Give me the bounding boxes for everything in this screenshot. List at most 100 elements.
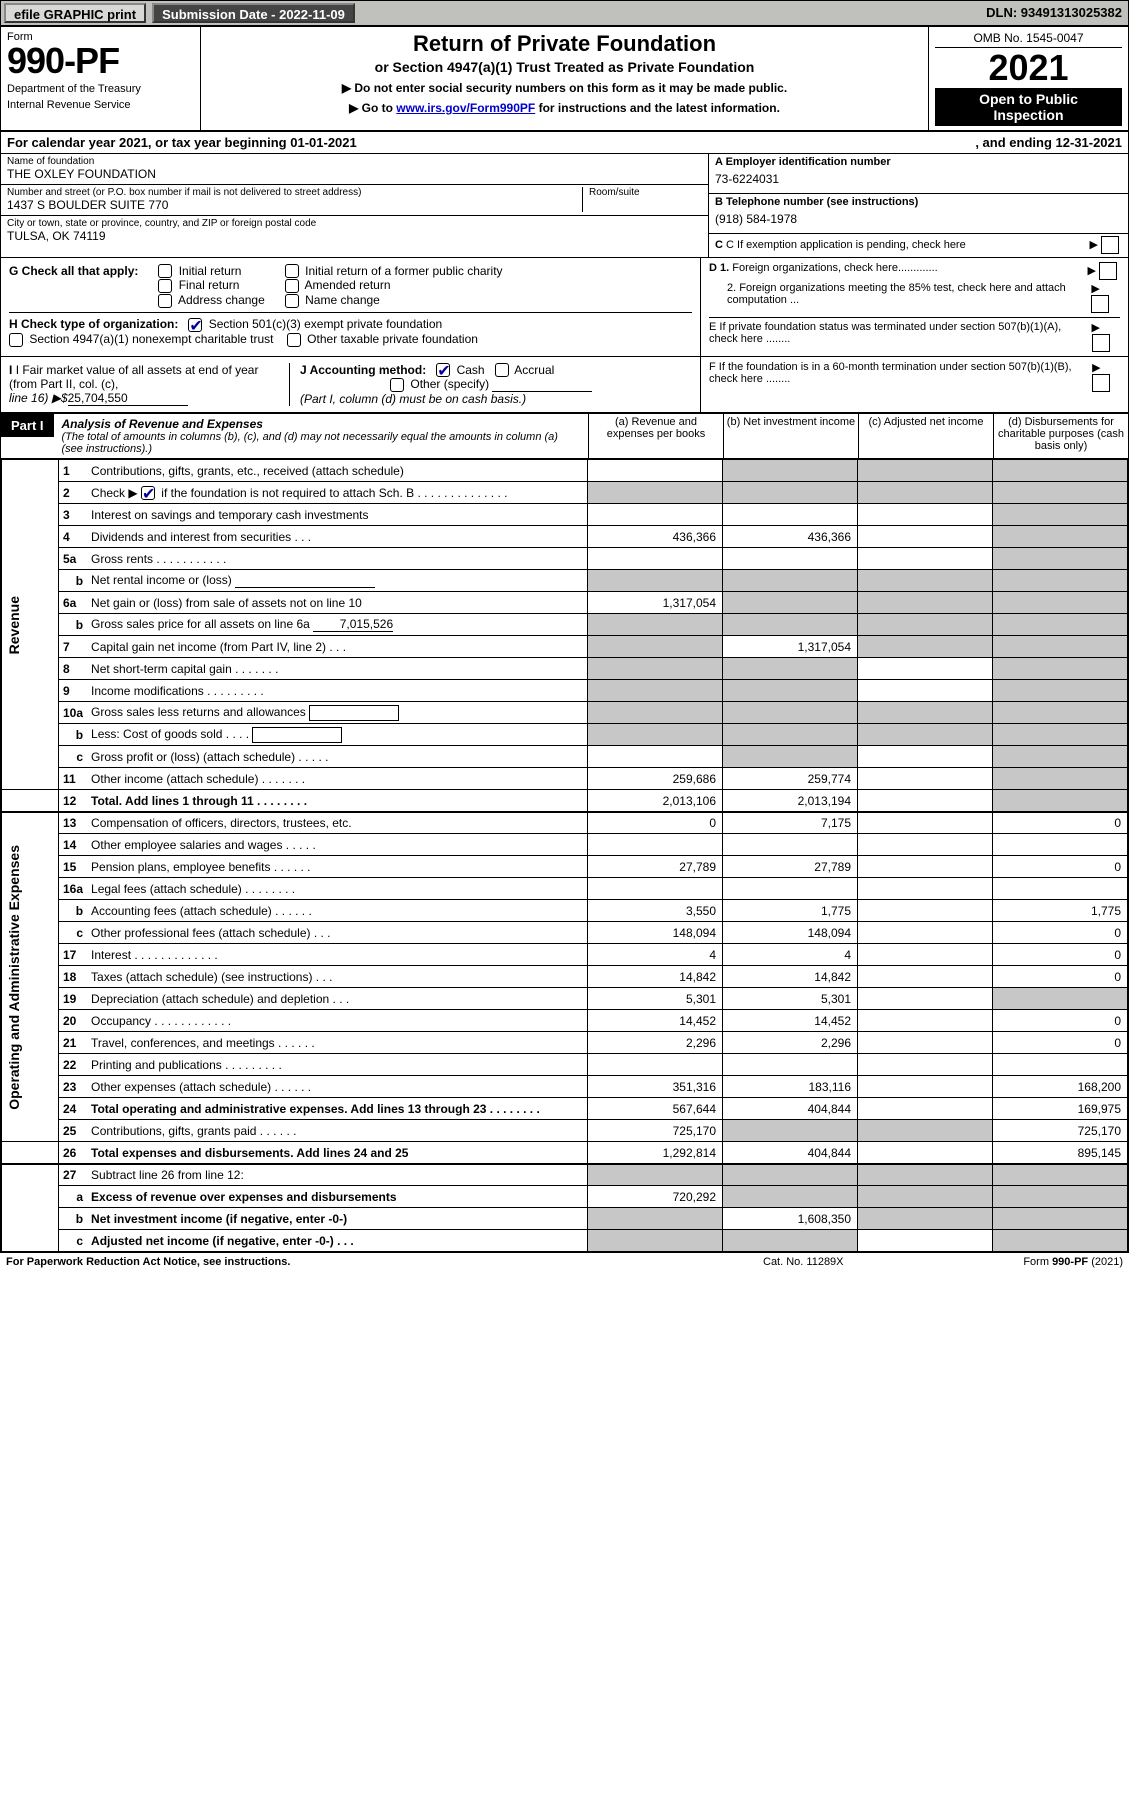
line-11-label: Other income (attach schedule) . . . . .…: [87, 768, 587, 790]
g-h-section: G Check all that apply: Initial return F…: [1, 258, 1128, 357]
form-990pf: Form 990-PF Department of the Treasury I…: [0, 26, 1129, 1253]
line-11-a: 259,686: [588, 768, 723, 790]
line-20-label: Occupancy . . . . . . . . . . . .: [87, 1010, 587, 1032]
line-19-label: Depreciation (attach schedule) and deple…: [87, 988, 587, 1010]
room-label: Room/suite: [589, 187, 702, 198]
line-5a-label: Gross rents . . . . . . . . . . .: [87, 548, 587, 570]
g-final-return-checkbox[interactable]: [158, 279, 172, 293]
part1-tag: Part I: [1, 414, 54, 437]
submission-date-badge: Submission Date - 2022-11-09: [152, 3, 355, 23]
j-cash-checkbox[interactable]: [436, 363, 450, 377]
f-checkbox[interactable]: [1092, 374, 1110, 392]
entity-block: Name of foundation THE OXLEY FOUNDATION …: [1, 154, 1128, 258]
line-13-b: 7,175: [723, 812, 858, 834]
c-checkbox[interactable]: [1101, 236, 1119, 254]
line-16a-label: Legal fees (attach schedule) . . . . . .…: [87, 878, 587, 900]
h-other-taxable-checkbox[interactable]: [287, 333, 301, 347]
line-18-label: Taxes (attach schedule) (see instruction…: [87, 966, 587, 988]
instr-goto: ▶ Go to www.irs.gov/Form990PF for instru…: [207, 101, 922, 115]
line-3-label: Interest on savings and temporary cash i…: [87, 504, 587, 526]
phone-value: (918) 584-1978: [715, 208, 1122, 230]
e-checkbox[interactable]: [1092, 334, 1110, 352]
h-4947-checkbox[interactable]: [9, 333, 23, 347]
part1-table: Revenue 1Contributions, gifts, grants, e…: [1, 459, 1128, 1252]
line-6b-label: Gross sales price for all assets on line…: [87, 614, 587, 636]
line-21-label: Travel, conferences, and meetings . . . …: [87, 1032, 587, 1054]
name-label: Name of foundation: [7, 156, 702, 167]
col-c-header: (c) Adjusted net income: [858, 414, 993, 458]
form-ref: Form 990-PF (2021): [963, 1256, 1123, 1268]
part1-sub: (The total of amounts in columns (b), (c…: [62, 431, 580, 455]
line-10a-label: Gross sales less returns and allowances: [87, 702, 587, 724]
j-accrual-checkbox[interactable]: [495, 363, 509, 377]
line-25-label: Contributions, gifts, grants paid . . . …: [87, 1120, 587, 1142]
h-501c3-checkbox[interactable]: [188, 318, 202, 332]
ein-value: 73-6224031: [715, 168, 1122, 190]
line-24-label: Total operating and administrative expen…: [87, 1098, 587, 1120]
form-subtitle: or Section 4947(a)(1) Trust Treated as P…: [207, 59, 922, 75]
g-initial-former-checkbox[interactable]: [285, 264, 299, 278]
line-4-label: Dividends and interest from securities .…: [87, 526, 587, 548]
g-initial-return-checkbox[interactable]: [158, 264, 172, 278]
dln-label: DLN: 93491313025382: [980, 1, 1128, 25]
line-11-b: 259,774: [723, 768, 858, 790]
line-22-label: Printing and publications . . . . . . . …: [87, 1054, 587, 1076]
fmv-value: 25,704,550: [68, 391, 188, 406]
line-27b-label: Net investment income (if negative, ente…: [87, 1208, 587, 1230]
instr-goto-prefix: ▶ Go to: [349, 101, 396, 115]
addr-value: 1437 S BOULDER SUITE 770: [7, 198, 582, 212]
g-name-change-checkbox[interactable]: [285, 294, 299, 308]
line-6a-label: Net gain or (loss) from sale of assets n…: [87, 592, 587, 614]
col-a-header: (a) Revenue and expenses per books: [588, 414, 723, 458]
h-label: H Check type of organization:: [9, 317, 178, 331]
form-title: Return of Private Foundation: [207, 31, 922, 57]
line-9-label: Income modifications . . . . . . . . .: [87, 680, 587, 702]
efile-print-button[interactable]: efile GRAPHIC print: [4, 3, 146, 23]
schb-not-required-checkbox[interactable]: [141, 486, 155, 500]
line-17-label: Interest . . . . . . . . . . . . .: [87, 944, 587, 966]
line-12-a: 2,013,106: [588, 790, 723, 812]
part1-title: Analysis of Revenue and Expenses: [62, 417, 263, 431]
line-27c-label: Adjusted net income (if negative, enter …: [87, 1230, 587, 1252]
expenses-section-label: Operating and Administrative Expenses: [6, 845, 22, 1110]
line-8-label: Net short-term capital gain . . . . . . …: [87, 658, 587, 680]
instr-ssn: ▶ Do not enter social security numbers o…: [207, 81, 922, 95]
line-15-label: Pension plans, employee benefits . . . .…: [87, 856, 587, 878]
tax-year: 2021: [935, 48, 1122, 88]
line-4-b: 436,366: [723, 526, 858, 548]
irs-link[interactable]: www.irs.gov/Form990PF: [396, 101, 535, 115]
j-other-checkbox[interactable]: [390, 378, 404, 392]
d2-checkbox[interactable]: [1091, 295, 1109, 313]
g-label: G Check all that apply:: [9, 264, 138, 308]
dept-treasury: Department of the Treasury: [7, 83, 194, 95]
line-26-label: Total expenses and disbursements. Add li…: [87, 1142, 587, 1164]
line-10b-label: Less: Cost of goods sold . . . .: [87, 724, 587, 746]
line-12-label: Total. Add lines 1 through 11 . . . . . …: [87, 790, 587, 812]
line-6a-a: 1,317,054: [588, 592, 723, 614]
c-label: C If exemption application is pending, c…: [726, 239, 966, 251]
foundation-name: THE OXLEY FOUNDATION: [7, 167, 702, 181]
city-value: TULSA, OK 74119: [7, 229, 702, 243]
instr-goto-suffix: for instructions and the latest informat…: [535, 101, 780, 115]
open-to-public-badge: Open to PublicInspection: [935, 88, 1122, 126]
d1-checkbox[interactable]: [1099, 262, 1117, 280]
form-number: 990-PF: [7, 43, 194, 79]
col-b-header: (b) Net investment income: [723, 414, 858, 458]
line-27a-label: Excess of revenue over expenses and disb…: [87, 1186, 587, 1208]
g-amended-return-checkbox[interactable]: [285, 279, 299, 293]
line-13-a: 0: [588, 812, 723, 834]
addr-label: Number and street (or P.O. box number if…: [7, 187, 582, 198]
paperwork-notice: For Paperwork Reduction Act Notice, see …: [6, 1256, 763, 1268]
footer: For Paperwork Reduction Act Notice, see …: [0, 1253, 1129, 1271]
g-address-change-checkbox[interactable]: [158, 294, 172, 308]
line-4-a: 436,366: [588, 526, 723, 548]
dept-irs: Internal Revenue Service: [7, 99, 194, 111]
phone-label: B Telephone number (see instructions): [715, 196, 1122, 208]
line-27-label: Subtract line 26 from line 12:: [87, 1164, 587, 1186]
line-14-label: Other employee salaries and wages . . . …: [87, 834, 587, 856]
line-5b-label: Net rental income or (loss): [87, 570, 587, 592]
line-1-label: Contributions, gifts, grants, etc., rece…: [87, 460, 587, 482]
revenue-section-label: Revenue: [6, 596, 22, 654]
line-16c-label: Other professional fees (attach schedule…: [87, 922, 587, 944]
line-7-b: 1,317,054: [723, 636, 858, 658]
